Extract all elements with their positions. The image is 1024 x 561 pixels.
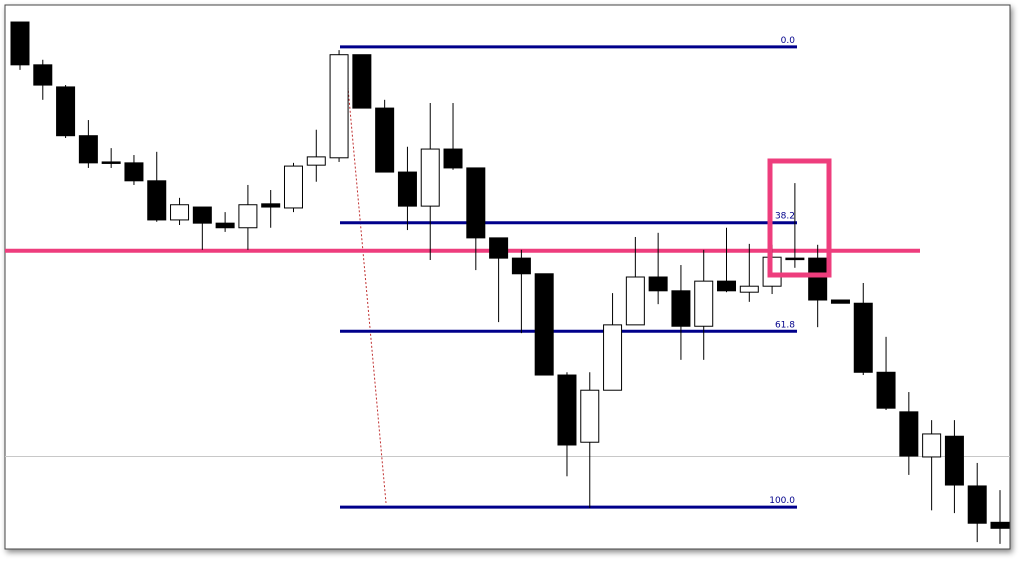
- candle-body: [101, 161, 121, 164]
- candle-body: [944, 435, 964, 486]
- candle-body: [671, 290, 691, 327]
- candle-body: [489, 237, 509, 259]
- candle-body: [56, 86, 76, 137]
- fib-trend-line: [344, 54, 387, 504]
- candle-body: [375, 107, 395, 173]
- candle-body: [329, 54, 349, 159]
- candle-body: [78, 135, 98, 164]
- plot-frame: [4, 4, 1011, 550]
- candle-body: [899, 411, 919, 457]
- candle-body: [990, 521, 1010, 529]
- candle-body: [306, 156, 326, 166]
- candle-body: [147, 180, 167, 221]
- plot-area: 0.0 38.2 61.8 100.0: [5, 21, 1010, 544]
- candle-body: [511, 257, 531, 275]
- candle-body: [443, 148, 463, 169]
- candle-body: [648, 276, 668, 292]
- candle-body: [739, 285, 759, 293]
- candle-body: [534, 273, 554, 376]
- candle-body: [10, 21, 30, 66]
- candle-body: [580, 389, 600, 443]
- candle-body: [625, 276, 645, 326]
- candle-body: [785, 257, 805, 261]
- candle-body: [352, 54, 372, 109]
- highlight-box: [767, 158, 832, 278]
- candle-body: [603, 324, 623, 391]
- fib-level-label: 100.0: [769, 496, 795, 506]
- candle-body: [420, 148, 440, 207]
- candle-body: [694, 280, 714, 327]
- candle-body: [397, 171, 417, 207]
- candle-body: [261, 203, 281, 208]
- candle-body: [192, 206, 212, 224]
- fib-level-label: 0.0: [781, 36, 796, 46]
- candle-body: [830, 299, 850, 304]
- candle-body: [876, 371, 896, 409]
- candle-body: [922, 433, 942, 458]
- candle-body: [717, 280, 737, 292]
- candle-body: [124, 162, 144, 182]
- candle-body: [853, 302, 873, 373]
- candle-body: [283, 165, 303, 209]
- candle-body: [33, 64, 53, 86]
- candle-body: [967, 485, 987, 524]
- fib-level-label: 61.8: [775, 320, 795, 330]
- candle-body: [238, 204, 258, 229]
- candle-body: [215, 222, 235, 229]
- candle-body: [466, 167, 486, 239]
- candle-body: [557, 374, 577, 446]
- fib-level-label: 38.2: [775, 212, 795, 222]
- candle-body: [808, 257, 828, 301]
- candle-body: [170, 204, 190, 221]
